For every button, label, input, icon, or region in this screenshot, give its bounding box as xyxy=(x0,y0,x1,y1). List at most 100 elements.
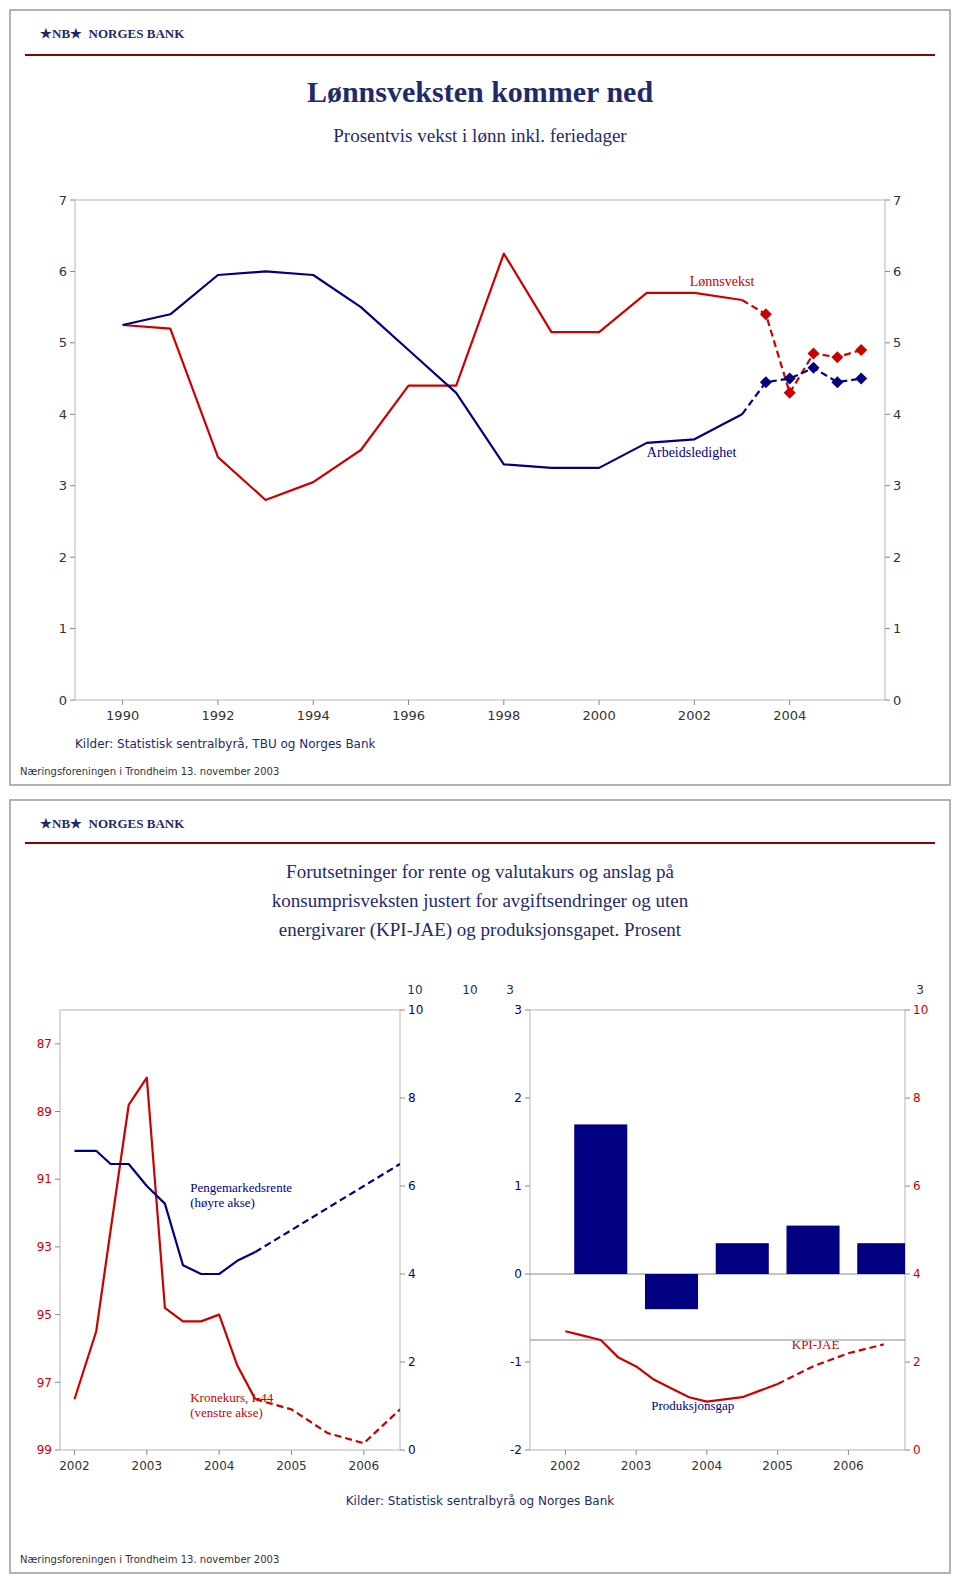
y2-tick xyxy=(400,1186,405,1187)
line xyxy=(123,271,742,467)
y-tick xyxy=(70,485,75,486)
y-tick-label: 6 xyxy=(59,264,67,279)
y-tick xyxy=(70,700,75,701)
chart: 20022003200420052006-2-101230246810Produ… xyxy=(346,983,929,1508)
y2-tick-label: 6 xyxy=(913,1179,921,1193)
series-label: KPI-JAE xyxy=(792,1337,840,1352)
y2-tick xyxy=(885,628,890,629)
y-tick-label: 3 xyxy=(59,478,67,493)
axis-unit: 10 xyxy=(407,983,422,997)
x-tick-label: 1998 xyxy=(487,708,520,723)
y-tick xyxy=(55,1111,60,1112)
x-tick xyxy=(694,700,695,705)
y-tick xyxy=(525,1010,530,1011)
x-tick-label: 2002 xyxy=(678,708,711,723)
y2-tick xyxy=(905,1274,910,1275)
y-tick xyxy=(55,1246,60,1247)
bar xyxy=(786,1226,839,1274)
point xyxy=(760,308,772,320)
x-tick-label: 2003 xyxy=(621,1459,652,1473)
x-tick xyxy=(122,700,123,705)
point xyxy=(855,373,867,385)
footer: Næringsforeningen i Trondheim 13. novemb… xyxy=(20,766,279,777)
y2-tick-label: 4 xyxy=(408,1267,416,1281)
point xyxy=(831,351,843,363)
line xyxy=(565,1331,777,1401)
y-tick-label: 97 xyxy=(37,1376,52,1390)
y-tick-label: 2 xyxy=(59,550,67,565)
x-tick xyxy=(503,700,504,705)
series-label: Kronekurs, I-44(venstre akse) xyxy=(190,1390,274,1420)
axis-unit: 3 xyxy=(506,983,514,997)
x-tick-label: 2003 xyxy=(132,1459,163,1473)
y-tick-label: 0 xyxy=(514,1267,522,1281)
bar xyxy=(645,1274,698,1309)
y-tick-label: 0 xyxy=(59,693,67,708)
y-tick-label: 91 xyxy=(37,1172,52,1186)
y-tick-label: 95 xyxy=(37,1308,52,1322)
y-tick xyxy=(70,628,75,629)
x-tick-label: 2004 xyxy=(773,708,806,723)
chart: 1990199219941996199820002002200401234567… xyxy=(20,26,901,777)
y-tick xyxy=(70,557,75,558)
y2-tick xyxy=(400,1010,405,1011)
y-tick xyxy=(55,1179,60,1180)
y2-tick-label: 0 xyxy=(913,1443,921,1457)
x-tick-label: 2002 xyxy=(550,1459,581,1473)
plot-frame xyxy=(530,1010,905,1450)
x-tick-label: 1992 xyxy=(201,708,234,723)
y2-tick xyxy=(400,1362,405,1363)
y2-tick-label: 4 xyxy=(913,1267,921,1281)
y2-tick-label: 3 xyxy=(893,478,901,493)
logo: ★NB★ NORGES BANK xyxy=(40,26,185,41)
y2-tick-label: 6 xyxy=(893,264,901,279)
y2-tick-label: 8 xyxy=(913,1091,921,1105)
x-tick xyxy=(313,700,314,705)
y2-tick-label: 2 xyxy=(893,550,901,565)
y2-tick xyxy=(905,1010,910,1011)
y-tick xyxy=(525,1186,530,1187)
y-tick-label: 99 xyxy=(37,1443,52,1457)
y2-tick-label: 10 xyxy=(913,1003,928,1017)
y2-tick xyxy=(885,485,890,486)
x-tick xyxy=(565,1450,566,1455)
source: Kilder: Statistisk sentralbyrå og Norges… xyxy=(346,1494,615,1508)
logo: ★NB★ NORGES BANK xyxy=(40,816,185,831)
line xyxy=(74,1078,255,1400)
y2-tick xyxy=(400,1098,405,1099)
chart: 2002200320042005200687899193959799024681… xyxy=(20,816,423,1565)
x-tick xyxy=(74,1450,75,1455)
title: Lønnsveksten kommer ned xyxy=(307,75,653,108)
bar xyxy=(716,1243,769,1274)
line xyxy=(255,1164,400,1252)
series-label: Arbeidsledighet xyxy=(647,445,737,460)
point xyxy=(831,376,843,388)
y-tick-label: 89 xyxy=(37,1105,52,1119)
y-tick xyxy=(55,1450,60,1451)
reference-line xyxy=(530,1340,905,1341)
plot-frame xyxy=(60,1010,400,1450)
bar xyxy=(857,1243,905,1274)
point xyxy=(808,348,820,360)
y2-tick-label: 4 xyxy=(893,407,901,422)
y-tick xyxy=(70,414,75,415)
point xyxy=(855,344,867,356)
x-tick xyxy=(363,1450,364,1455)
y-tick xyxy=(525,1098,530,1099)
plot-frame xyxy=(75,200,885,700)
y-tick-label: 4 xyxy=(59,407,67,422)
x-tick xyxy=(599,700,600,705)
y2-tick xyxy=(885,414,890,415)
y2-tick-label: 5 xyxy=(893,335,901,350)
x-tick-label: 2000 xyxy=(583,708,616,723)
y2-tick-label: 10 xyxy=(408,1003,423,1017)
x-tick xyxy=(706,1450,707,1455)
y2-tick-label: 0 xyxy=(408,1443,416,1457)
y2-tick-label: 2 xyxy=(408,1355,416,1369)
y-tick xyxy=(525,1362,530,1363)
line xyxy=(742,300,861,393)
series-label: Lønnsvekst xyxy=(690,274,755,289)
x-tick-label: 2005 xyxy=(276,1459,307,1473)
y2-tick-label: 8 xyxy=(408,1091,416,1105)
y2-tick xyxy=(885,700,890,701)
